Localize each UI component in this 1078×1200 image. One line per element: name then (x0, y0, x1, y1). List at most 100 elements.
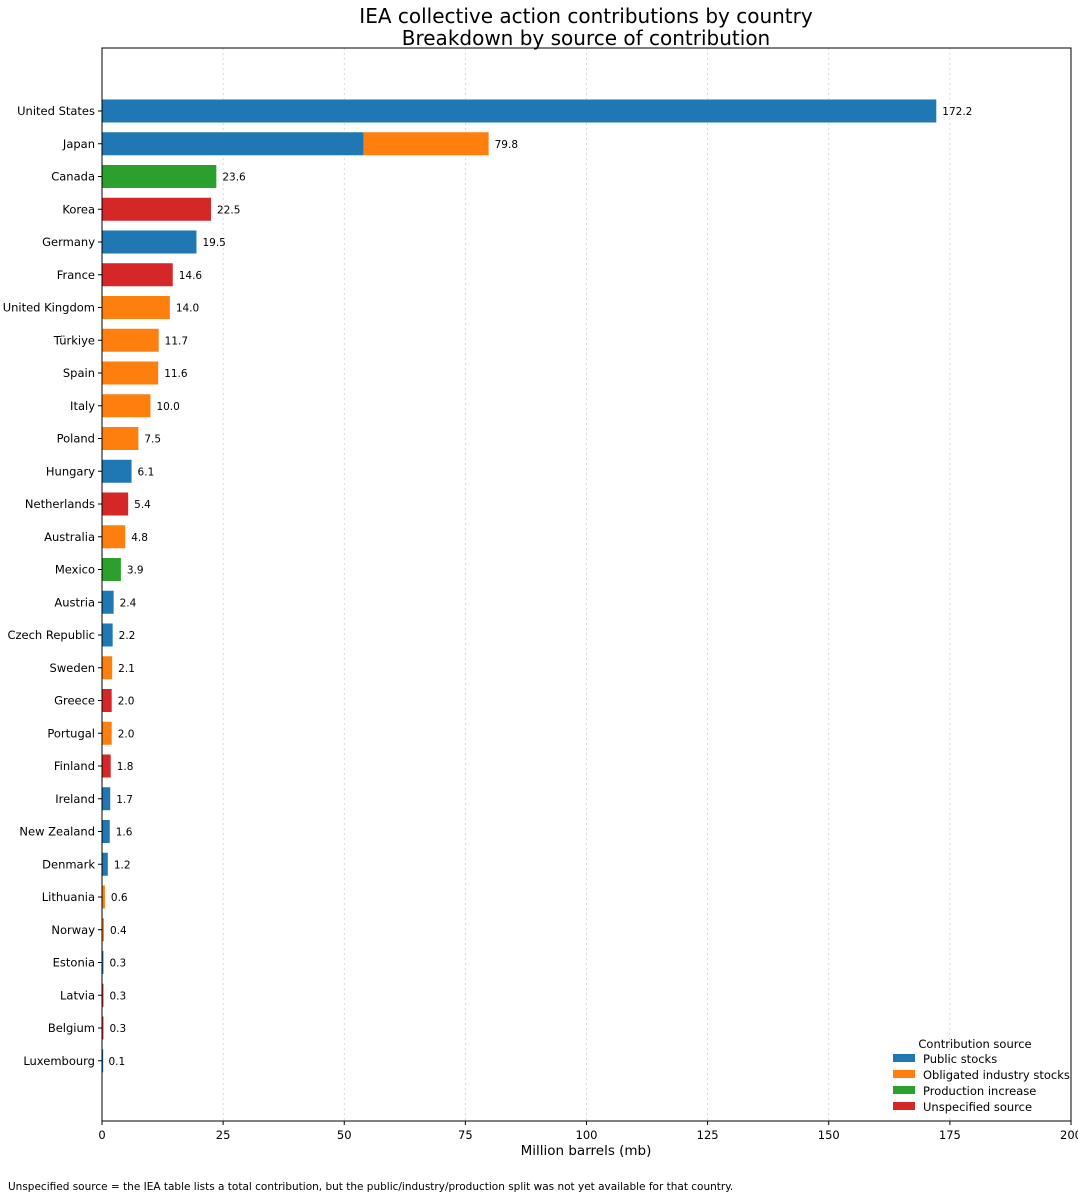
chart-subtitle: Breakdown by source of contribution (402, 26, 770, 50)
category-label-austria: Austria (54, 595, 95, 609)
data-label-norway: 0.4 (110, 925, 127, 937)
category-label-france: France (57, 268, 95, 282)
category-label-canada: Canada (51, 170, 95, 184)
category-label-australia: Australia (44, 530, 95, 544)
bar-lithuania-obligated-industry-stocks (102, 885, 105, 909)
x-tick-label-200: 200 (1060, 1128, 1078, 1142)
legend-swatch-obligated-industry-stocks (893, 1070, 915, 1078)
x-tick-label-175: 175 (939, 1128, 961, 1142)
legend-entry-unspecified-source: Unspecified source (923, 1100, 1032, 1114)
category-labels: United States Japan Canada Korea Germany Fran… (3, 104, 102, 1068)
x-axis-ticks: 0 25 50 75 100 125 150 175 200 (98, 1121, 1078, 1142)
data-label-estonia: 0.3 (109, 958, 126, 970)
data-label-sweden: 2.1 (118, 663, 135, 675)
bar-canada-production-increase (102, 165, 217, 188)
category-label-belgium: Belgium (48, 1021, 95, 1035)
category-label-poland: Poland (57, 432, 95, 446)
x-tick-label-150: 150 (818, 1128, 840, 1142)
x-tick-label-0: 0 (98, 1128, 105, 1142)
category-label-mexico: Mexico (55, 563, 95, 577)
bar-norway-obligated-industry-stocks (102, 918, 104, 942)
bar-italy-obligated-industry-stocks (102, 394, 151, 418)
bar-netherlands-unspecified-source (102, 492, 129, 516)
bar-estonia-public-stocks (102, 951, 104, 974)
bar-austria-public-stocks (102, 590, 114, 614)
bar-australia-obligated-industry-stocks (102, 525, 126, 549)
category-label-greece: Greece (54, 694, 95, 708)
data-label-new-zealand: 1.6 (116, 827, 133, 839)
category-label-germany: Germany (42, 235, 95, 249)
category-label-new-zealand: New Zealand (19, 825, 95, 839)
bar-belgium-unspecified-source (102, 1016, 104, 1040)
category-label-hungary: Hungary (46, 464, 95, 478)
category-label-finland: Finland (54, 759, 95, 773)
footnote: Unspecified source = the IEA table lists… (8, 1181, 734, 1193)
chart-title: IEA collective action contributions by c… (359, 4, 813, 28)
data-label-japan: 79.8 (495, 139, 518, 151)
category-label-netherlands: Netherlands (25, 497, 95, 511)
category-label-latvia: Latvia (60, 988, 95, 1002)
data-labels: 172.2 79.8 23.6 22.5 19.5 14.6 14.0 11.7 11.6 10.… (108, 106, 972, 1068)
x-tick-label-75: 75 (458, 1128, 473, 1142)
bar-finland-unspecified-source (102, 754, 111, 778)
category-label-luxembourg: Luxembourg (23, 1054, 95, 1068)
data-label-luxembourg: 0.1 (108, 1056, 125, 1068)
category-label-sweden: Sweden (50, 661, 95, 675)
data-label-united-kingdom: 14.0 (176, 303, 199, 315)
data-label-ireland: 1.7 (116, 794, 133, 806)
data-label-australia: 4.8 (131, 532, 148, 544)
data-label-latvia: 0.3 (109, 990, 126, 1002)
data-label-turkiye: 11.7 (165, 335, 188, 347)
data-label-spain: 11.6 (164, 368, 188, 380)
grid-lines (101, 48, 1072, 1121)
data-label-hungary: 6.1 (138, 466, 155, 478)
bar-new-zealand-public-stocks (102, 820, 110, 843)
category-label-spain: Spain (63, 366, 95, 380)
data-label-mexico: 3.9 (127, 565, 144, 577)
data-label-portugal: 2.0 (118, 728, 135, 740)
bars (102, 99, 937, 1073)
x-tick-label-125: 125 (697, 1128, 719, 1142)
legend-swatch-public-stocks (893, 1054, 915, 1062)
bar-portugal-obligated-industry-stocks (102, 721, 112, 745)
legend-swatch-production-increase (893, 1086, 915, 1094)
data-label-france: 14.6 (179, 270, 203, 282)
bar-united-kingdom-obligated-industry-stocks (102, 296, 170, 319)
bar-france-unspecified-source (102, 263, 173, 287)
bar-japan-obligated-industry-stocks (363, 132, 489, 156)
legend-entry-production-increase: Production increase (923, 1084, 1036, 1098)
bar-hungary-public-stocks (102, 459, 132, 483)
category-label-czech-republic: Czech Republic (7, 628, 95, 642)
x-tick-label-100: 100 (576, 1128, 598, 1142)
data-label-greece: 2.0 (118, 696, 135, 708)
data-label-netherlands: 5.4 (134, 499, 151, 511)
category-label-portugal: Portugal (47, 726, 95, 740)
category-label-united-kingdom: United Kingdom (3, 301, 95, 315)
data-label-belgium: 0.3 (109, 1023, 126, 1035)
category-label-estonia: Estonia (53, 956, 95, 970)
data-label-korea: 22.5 (217, 204, 240, 216)
category-label-denmark: Denmark (42, 857, 95, 871)
bar-latvia-unspecified-source (102, 983, 104, 1007)
legend-entry-public-stocks: Public stocks (923, 1052, 997, 1066)
bar-denmark-public-stocks (102, 852, 108, 876)
category-label-turkiye: Türkiye (53, 333, 95, 347)
bar-mexico-production-increase (102, 558, 121, 581)
legend: Contribution source Public stocks Obligat… (893, 1037, 1070, 1114)
data-label-germany: 19.5 (202, 237, 225, 249)
bar-united-states-public-stocks (102, 99, 937, 123)
data-label-italy: 10.0 (156, 401, 179, 413)
data-label-denmark: 1.2 (114, 859, 131, 871)
category-label-ireland: Ireland (55, 792, 95, 806)
legend-swatch-unspecified-source (893, 1102, 915, 1110)
category-label-united-states: United States (17, 104, 95, 118)
category-label-italy: Italy (70, 399, 95, 413)
x-axis-label: Million barrels (mb) (521, 1143, 652, 1159)
legend-title: Contribution source (918, 1037, 1031, 1051)
data-label-canada: 23.6 (222, 172, 246, 184)
bar-poland-obligated-industry-stocks (102, 427, 139, 450)
x-tick-label-25: 25 (216, 1128, 231, 1142)
data-label-poland: 7.5 (144, 434, 161, 446)
bar-germany-public-stocks (102, 230, 197, 254)
